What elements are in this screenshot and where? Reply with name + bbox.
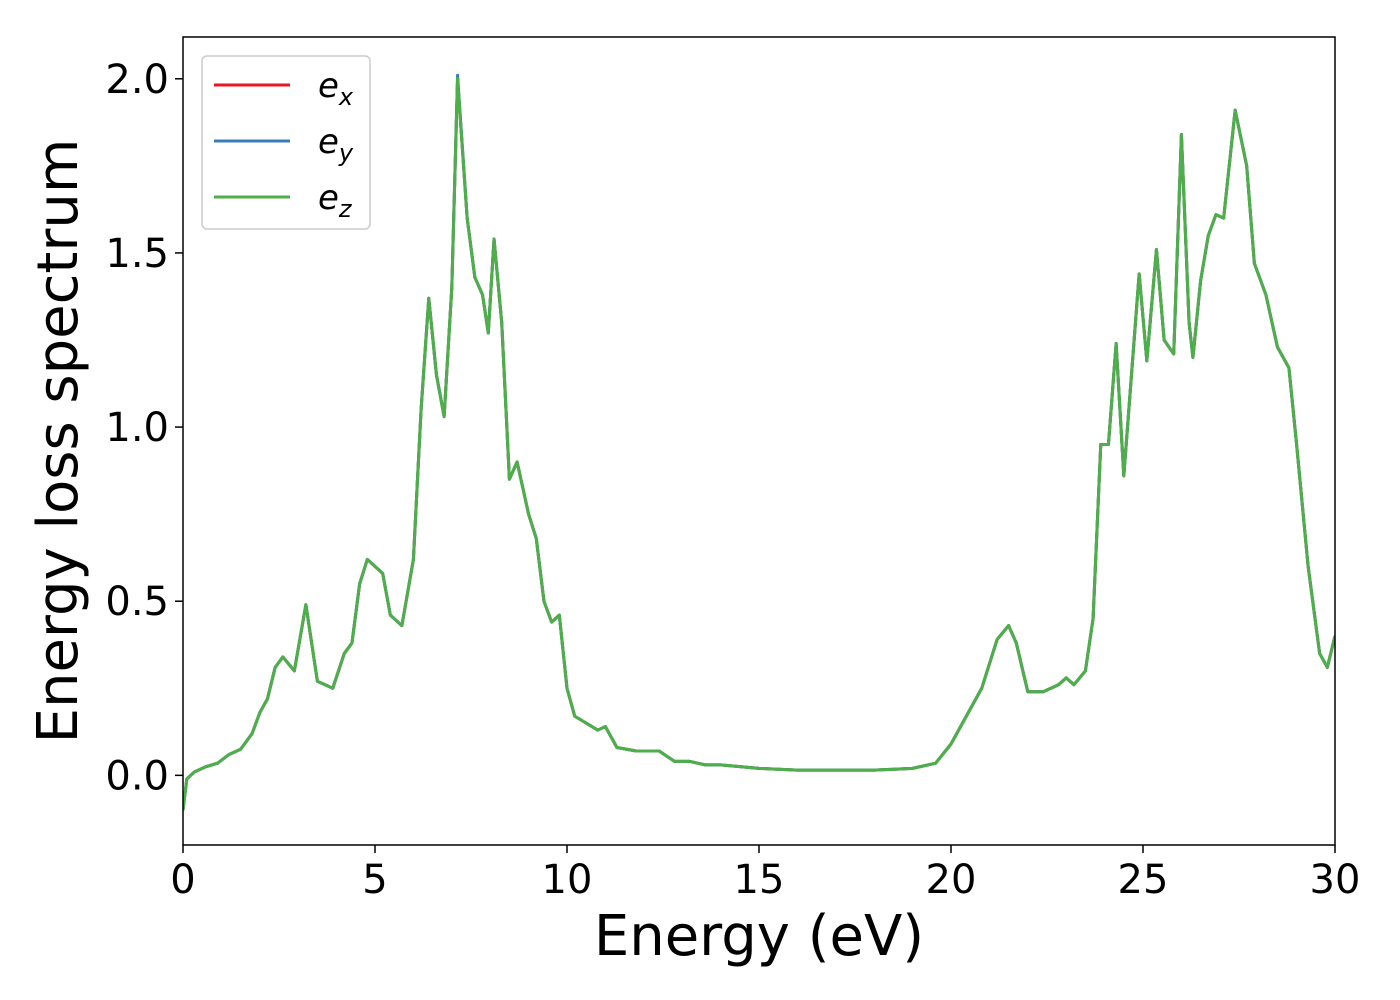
series-line — [183, 77, 1335, 811]
legend-label: ey — [318, 122, 354, 167]
x-axis-label: Energy (eV) — [594, 904, 924, 969]
legend-label: ex — [318, 66, 354, 111]
y-tick-label: 0.0 — [105, 753, 169, 799]
x-tick-label: 20 — [926, 857, 977, 903]
y-tick-label: 1.5 — [105, 231, 169, 277]
x-tick-label: 10 — [542, 857, 593, 903]
y-tick-label: 0.5 — [105, 579, 169, 625]
x-tick-label: 0 — [170, 857, 195, 903]
x-tick-label: 25 — [1118, 857, 1169, 903]
y-tick-label: 1.0 — [105, 405, 169, 451]
x-tick-label: 30 — [1310, 857, 1361, 903]
x-tick-label: 5 — [362, 857, 387, 903]
legend-label: ez — [318, 178, 353, 223]
y-tick-label: 2.0 — [105, 57, 169, 103]
plot-frame — [182, 36, 1336, 846]
x-tick-label: 15 — [734, 857, 785, 903]
y-axis-label: Energy loss spectrum — [26, 139, 91, 744]
